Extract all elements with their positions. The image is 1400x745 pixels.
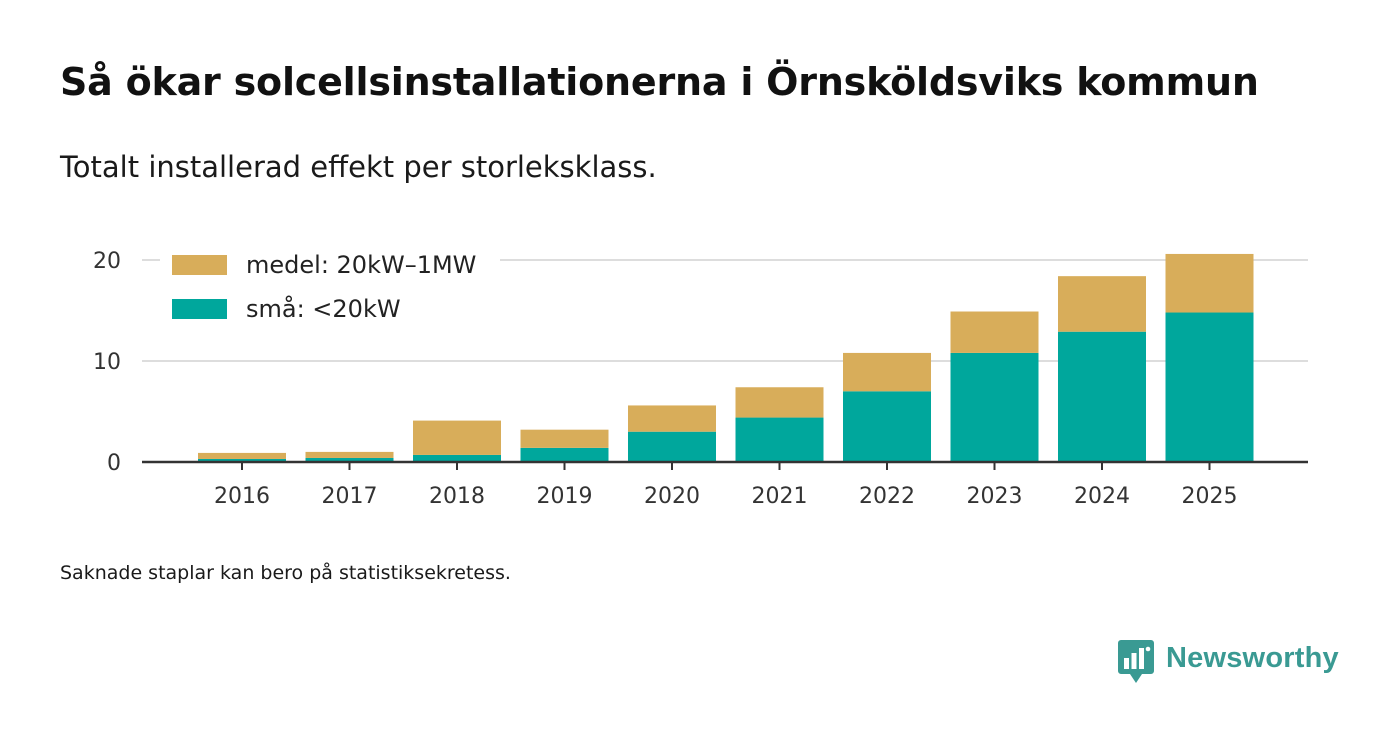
bar-segment-medel-2021 [735,387,824,418]
chart-title: Så ökar solcellsinstallationerna i Örnsk… [60,60,1259,104]
x-tick-label: 2018 [429,484,485,509]
newsworthy-logo-icon [1118,640,1154,683]
x-tick-label: 2019 [537,484,593,509]
bar-segment-sma-2023 [950,352,1039,462]
bar-segment-medel-2016 [198,452,286,459]
y-tick-label: 0 [107,451,121,476]
bar-segment-medel-2018 [413,420,501,455]
legend-label: medel: 20kW–1MW [246,251,476,279]
x-tick-label: 2016 [214,484,270,509]
bar-segment-sma-2024 [1058,331,1146,462]
bar-segment-medel-2022 [843,352,931,392]
x-tick-label: 2022 [859,484,915,509]
bar-segment-sma-2017 [305,457,394,462]
x-tick-label: 2024 [1074,484,1130,509]
newsworthy-brand[interactable]: Newsworthy [1118,640,1339,688]
x-tick-label: 2023 [967,484,1023,509]
legend-label: små: <20kW [246,294,401,323]
bar-segment-sma-2018 [413,454,501,462]
bar-segment-sma-2022 [843,391,931,462]
x-tick-label: 2021 [752,484,808,509]
legend-swatch [172,255,227,275]
axes: 0 10 20 2016 2017 2018 2019 2020 2021 2022 2023 202… [93,249,1308,509]
y-tick-label: 10 [93,350,121,375]
legend-swatch [172,299,227,319]
bar-segment-sma-2016 [198,458,286,462]
bar-segment-medel-2017 [305,451,394,458]
legend: medel: 20kW–1MW små: <20kW [160,240,500,328]
bar-segment-medel-2020 [628,405,716,432]
x-tick-label: 2025 [1182,484,1238,509]
brand-name: Newsworthy [1166,642,1339,674]
bar-segment-medel-2025 [1165,253,1254,313]
bar-segment-sma-2019 [520,447,609,462]
x-tick-label: 2017 [322,484,378,509]
bar-segment-sma-2025 [1165,312,1254,462]
bar-segment-medel-2019 [520,429,609,448]
y-tick-label: 20 [93,249,121,274]
bar-segment-medel-2024 [1058,276,1146,332]
x-tick-label: 2020 [644,484,700,509]
footnote: Saknade staplar kan bero på statistiksek… [60,562,511,584]
bar-segment-sma-2021 [735,417,824,462]
bars [198,253,1254,462]
bar-segment-sma-2020 [628,431,716,462]
bar-segment-medel-2023 [950,311,1039,353]
chart-subtitle: Totalt installerad effekt per storlekskl… [60,150,657,184]
